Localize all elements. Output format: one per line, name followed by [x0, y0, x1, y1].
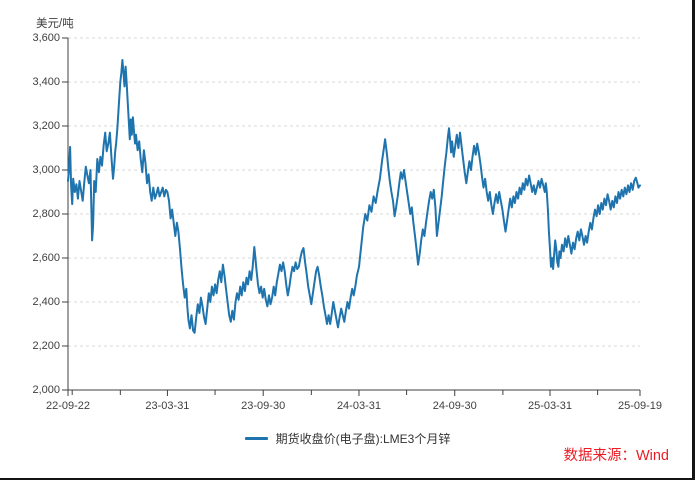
y-tick-label: 2,800 — [32, 208, 60, 220]
x-tick-label: 25-09-19 — [617, 400, 663, 412]
y-tick-label: 3,000 — [32, 164, 60, 176]
window-bottom-edge — [0, 478, 695, 480]
legend: 期货收盘价(电子盘):LME3个月锌 — [0, 430, 695, 446]
x-tick-label: 22-09-22 — [45, 400, 91, 412]
y-tick-label: 2,400 — [32, 296, 60, 308]
price-line — [67, 59, 641, 334]
legend-line-swatch — [244, 436, 268, 440]
x-tick-label: 23-09-30 — [241, 400, 286, 412]
window-right-edge — [692, 0, 695, 480]
x-tick-label: 23-03-31 — [145, 400, 190, 412]
y-tick-label: 3,200 — [32, 120, 60, 132]
y-axis-unit-label: 美元/吨 — [36, 18, 74, 30]
y-tick-label: 2,200 — [32, 340, 60, 352]
x-tick-label: 25-03-31 — [527, 400, 572, 412]
legend-label: 期货收盘价(电子盘):LME3个月锌 — [275, 431, 451, 446]
data-source-label: 数据来源：Wind — [563, 448, 669, 464]
y-tick-label: 2,000 — [32, 384, 60, 396]
x-tick-label: 24-09-30 — [432, 400, 477, 412]
y-tick-label: 2,600 — [32, 252, 60, 264]
y-tick-label: 3,600 — [32, 32, 60, 44]
y-tick-label: 3,400 — [32, 76, 60, 88]
x-tick-label: 24-03-31 — [336, 400, 381, 412]
